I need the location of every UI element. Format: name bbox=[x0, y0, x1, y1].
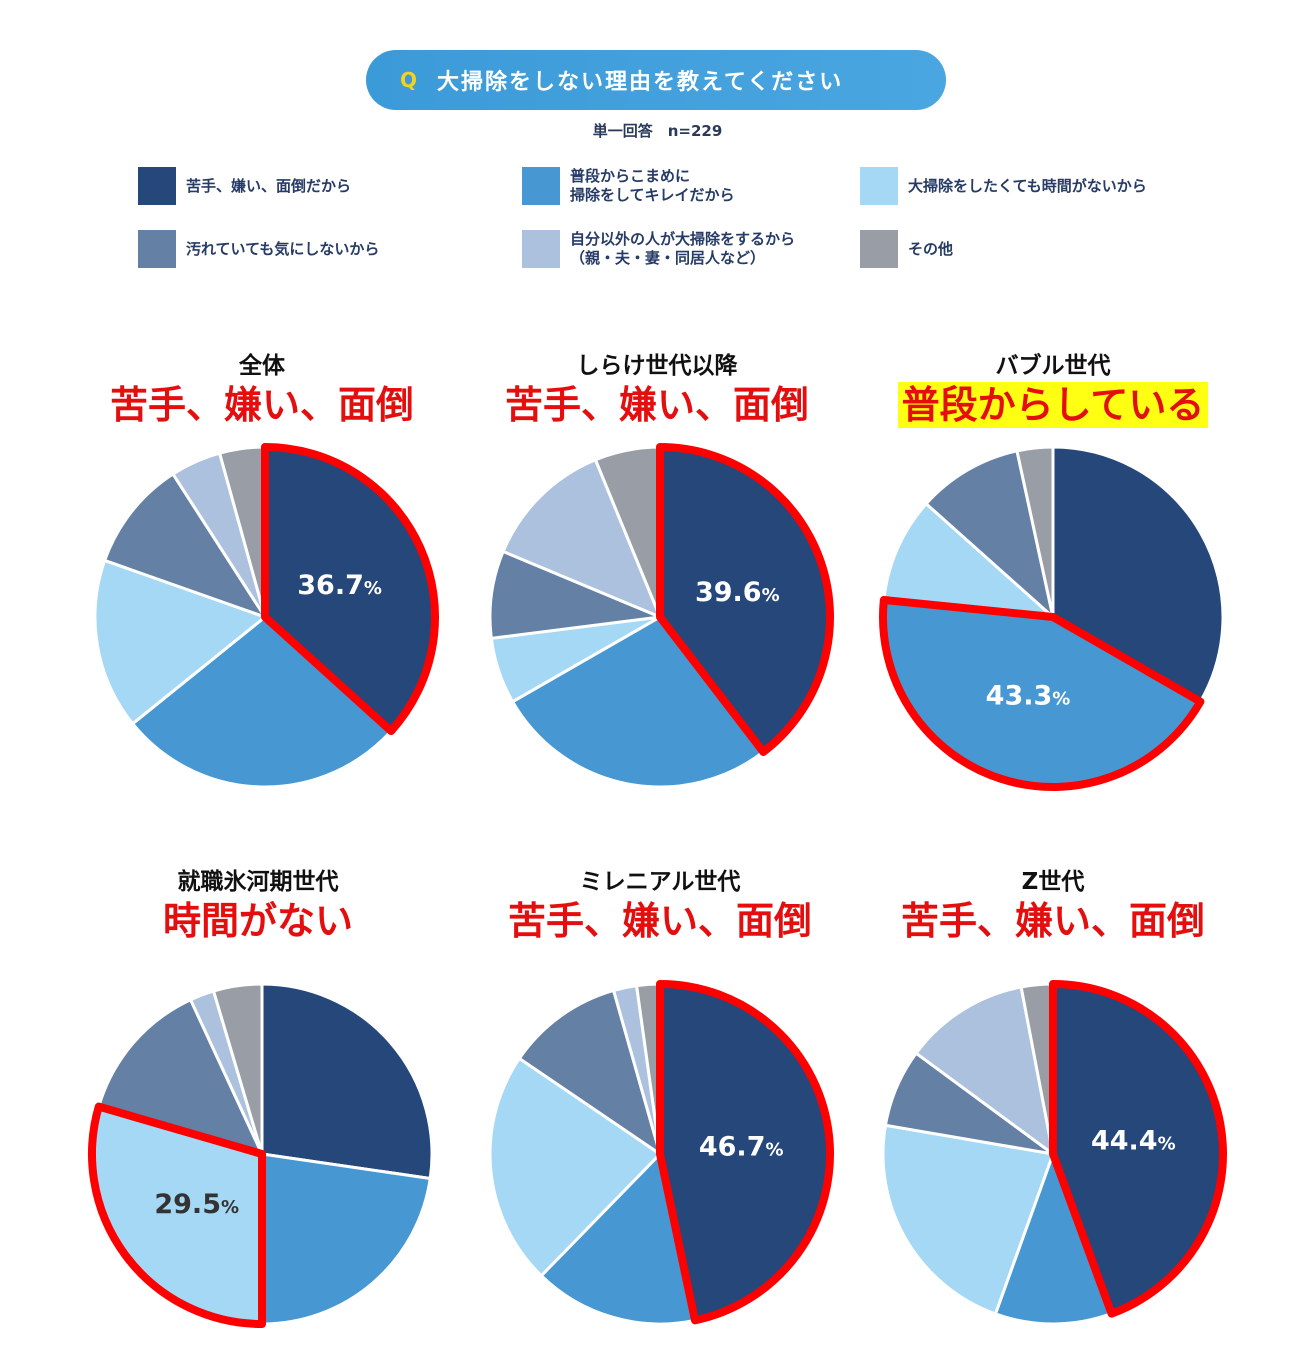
chart-title: しらけ世代以降 bbox=[576, 353, 738, 379]
pie-chart-shirake: 39.6% bbox=[488, 443, 834, 789]
legend-item: 自分以外の人が大掃除をするから （親・夫・妻・同居人など） bbox=[522, 230, 795, 268]
pie-chart-millennial: 46.7% bbox=[488, 980, 834, 1326]
chart-header-overall: 全体 苦手、嫌い、面倒 bbox=[62, 346, 462, 428]
q-mark: Q bbox=[400, 68, 418, 92]
legend-label: その他 bbox=[908, 239, 954, 258]
chart-headline: 苦手、嫌い、面倒 bbox=[507, 899, 812, 943]
subtitle: 単一回答 n=229 bbox=[592, 122, 723, 140]
legend-label: 汚れていても気にしないから bbox=[186, 239, 380, 258]
pie-slice bbox=[93, 558, 269, 726]
chart-header-bubble: バブル世代 普段からしている bbox=[853, 346, 1253, 428]
chart-title: 全体 bbox=[239, 353, 285, 379]
pie-slice bbox=[1015, 445, 1055, 618]
chart-title: バブル世代 bbox=[995, 353, 1111, 379]
pie-chart-ice-age: 29.5% bbox=[88, 982, 434, 1328]
legend-swatch bbox=[860, 167, 898, 205]
chart-headline: 時間がない bbox=[162, 899, 353, 943]
data-label: 46.7% bbox=[699, 1132, 784, 1163]
pie-slice bbox=[211, 982, 264, 1155]
data-label: 44.4% bbox=[1091, 1126, 1176, 1157]
highlight-outline bbox=[656, 980, 834, 1325]
legend-item: 大掃除をしたくても時間がないから bbox=[860, 167, 1147, 205]
chart-title: ミレニアル世代 bbox=[579, 869, 741, 895]
data-label: 29.5% bbox=[154, 1189, 239, 1220]
question-banner: Q 大掃除をしない理由を教えてください bbox=[366, 50, 946, 110]
pie-chart-gen-z: 44.4% bbox=[881, 980, 1227, 1326]
legend-label: 普段からこまめに 掃除をしてキレイだから bbox=[570, 167, 735, 204]
pie-slice bbox=[488, 1056, 663, 1278]
data-label: 39.6% bbox=[695, 577, 780, 608]
chart-header-ice-age: 就職氷河期世代 時間がない bbox=[58, 862, 458, 944]
legend-swatch bbox=[522, 167, 560, 205]
legend-swatch bbox=[138, 167, 176, 205]
chart-header-gen-z: Z世代 苦手、嫌い、面倒 bbox=[853, 862, 1253, 944]
highlight-outline bbox=[879, 595, 1205, 791]
question-text: 大掃除をしない理由を教えてください bbox=[437, 70, 844, 95]
highlight-outline bbox=[656, 443, 834, 756]
legend-item: その他 bbox=[860, 230, 953, 268]
chart-headline: 苦手、嫌い、面倒 bbox=[504, 383, 809, 427]
pie-slice bbox=[501, 457, 663, 620]
chart-headline: 苦手、嫌い、面倒 bbox=[109, 383, 414, 427]
highlight-outline bbox=[88, 1102, 266, 1328]
chart-headline: 普段からしている bbox=[897, 382, 1209, 428]
chart-header-shirake: しらけ世代以降 苦手、嫌い、面倒 bbox=[457, 346, 857, 428]
highlight-outline bbox=[1049, 980, 1227, 1318]
pie-slice bbox=[510, 615, 766, 789]
pie-slice bbox=[914, 985, 1056, 1158]
pie-slice bbox=[881, 1123, 1056, 1316]
pie-slice bbox=[102, 471, 269, 620]
pie-slice bbox=[260, 1152, 432, 1326]
legend-label: 大掃除をしたくても時間がないから bbox=[908, 176, 1147, 195]
data-label: 43.3% bbox=[986, 681, 1071, 712]
legend-swatch bbox=[138, 230, 176, 268]
chart-title: Z世代 bbox=[1021, 869, 1085, 895]
pie-slice bbox=[260, 982, 434, 1181]
chart-headline: 苦手、嫌い、面倒 bbox=[900, 899, 1205, 943]
legend-swatch bbox=[522, 230, 560, 268]
pie-slice bbox=[993, 1149, 1114, 1326]
pie-chart-overall: 36.7% bbox=[93, 443, 439, 789]
legend-label: 苦手、嫌い、面倒だから bbox=[186, 176, 352, 195]
legend-item: 普段からこまめに 掃除をしてキレイだから bbox=[522, 167, 735, 205]
pie-slice bbox=[488, 549, 666, 640]
chart-title: 就職氷河期世代 bbox=[177, 869, 339, 895]
pie-slice bbox=[924, 449, 1056, 622]
data-label: 36.7% bbox=[297, 570, 382, 601]
legend-swatch bbox=[860, 230, 898, 268]
chart-header-millennial: ミレニアル世代 苦手、嫌い、面倒 bbox=[460, 862, 860, 944]
legend-item: 苦手、嫌い、面倒だから bbox=[138, 167, 351, 205]
pie-slice bbox=[539, 1150, 697, 1326]
legend-item: 汚れていても気にしないから bbox=[138, 230, 379, 268]
pie-chart-bubble: 43.3% bbox=[879, 445, 1225, 791]
highlight-outline bbox=[261, 443, 439, 736]
pie-slice bbox=[130, 615, 394, 789]
legend-label: 自分以外の人が大掃除をするから （親・夫・妻・同居人など） bbox=[570, 230, 796, 267]
